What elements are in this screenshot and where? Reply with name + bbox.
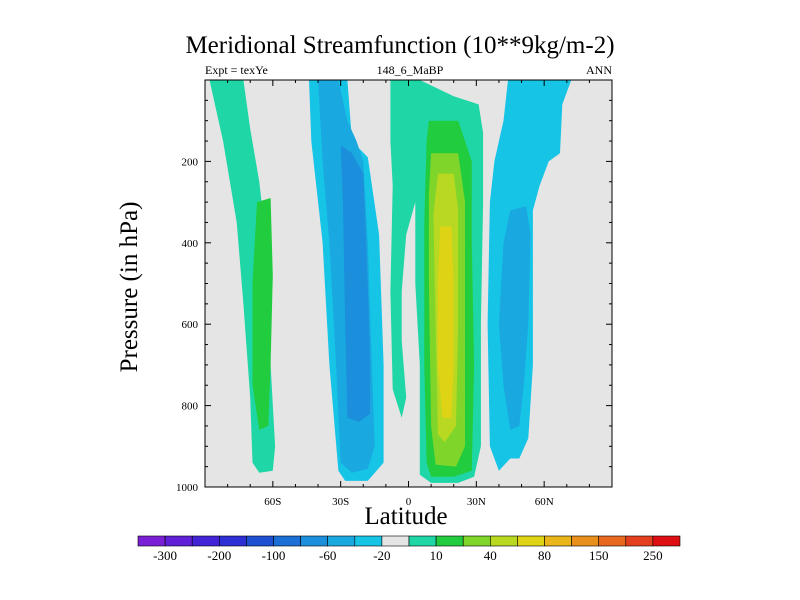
y-tick-label: 800 <box>182 401 199 413</box>
colorbar-swatch <box>273 535 301 547</box>
x-tick-label: 30S <box>332 496 349 508</box>
colorbar-swatch <box>381 535 410 547</box>
contour-band-11 <box>498 206 531 430</box>
run-label: 148_6_MaBP <box>376 63 444 77</box>
colorbar-label: -20 <box>373 548 391 563</box>
colorbar-label: 150 <box>588 548 609 563</box>
colorbar-label: 10 <box>429 548 443 563</box>
colorbar-swatch <box>191 535 220 547</box>
chart-title: Meridional Streamfunction (10**9kg/m-2) <box>185 32 615 59</box>
y-tick-label: 600 <box>182 319 199 331</box>
x-axis-label: Latitude <box>364 503 448 530</box>
colorbar-label: -200 <box>207 548 232 563</box>
colorbar-swatch <box>598 535 627 547</box>
y-tick-label: 200 <box>182 156 199 168</box>
colorbar-swatch <box>246 535 274 547</box>
colorbar-swatch <box>571 535 599 547</box>
colorbar-label: 80 <box>538 548 551 563</box>
colorbar-swatch <box>219 535 247 547</box>
x-tick-label: 30N <box>467 496 486 508</box>
colorbar-swatch <box>517 535 545 547</box>
colorbar-label: -300 <box>153 548 178 563</box>
experiment-label: Expt = texYe <box>205 63 268 77</box>
season-label: ANN <box>586 63 612 77</box>
colorbar-swatch <box>544 535 572 547</box>
contour-band-1 <box>252 198 273 430</box>
colorbar-swatch <box>408 535 437 547</box>
colorbar-swatch <box>625 535 654 547</box>
contour-band-4 <box>340 145 371 422</box>
colorbar-swatch <box>435 535 464 547</box>
x-tick-label: 60S <box>264 496 281 508</box>
x-tick-label: 60N <box>535 496 554 508</box>
y-axis-label: Pressure (in hPa) <box>116 201 143 373</box>
colorbar-swatch <box>354 535 383 547</box>
contour-band-9 <box>437 226 454 418</box>
colorbar-swatch <box>462 535 491 547</box>
colorbar-label: -100 <box>261 548 286 563</box>
axis-ticks: 60S 30S 0 30N 60N 200 400 600 800 1000 <box>176 80 612 508</box>
contour-bands <box>209 80 572 483</box>
colorbar-swatch <box>327 535 356 547</box>
colorbar-swatch <box>300 535 329 547</box>
colorbar-label: -60 <box>319 548 337 563</box>
colorbar-label: 40 <box>483 548 497 563</box>
y-tick-label: 400 <box>182 238 199 250</box>
colorbar <box>137 535 681 547</box>
colorbar-swatch <box>652 535 681 547</box>
colorbar-swatch <box>489 535 518 547</box>
colorbar-swatch <box>137 535 166 547</box>
colorbar-label: 250 <box>643 548 663 563</box>
x-tick-label: 0 <box>406 496 412 508</box>
colorbar-swatch <box>164 535 193 547</box>
y-tick-label: 1000 <box>176 482 199 494</box>
